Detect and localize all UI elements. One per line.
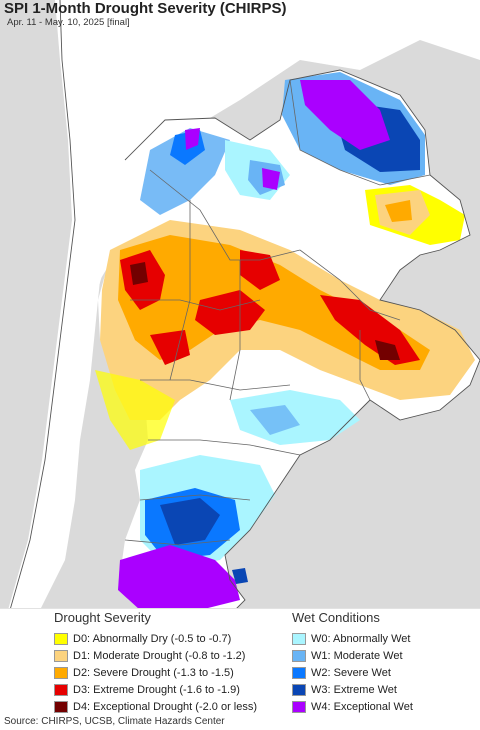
coastline [9,0,480,610]
wet-south-w3 [160,498,220,545]
legend-item-w3: W3: Extreme Wet [292,681,413,698]
legend-item-w0: W0: Abnormally Wet [292,630,413,647]
swatch-d1 [54,649,68,662]
legend-label-d0: D0: Abnormally Dry (-0.5 to -0.7) [73,632,232,645]
borders [124,79,431,546]
legend-label-w1: W1: Moderate Wet [311,649,403,662]
wet-central-w0 [230,390,360,445]
source-credit: Source: CHIRPS, UCSB, Climate Hazards Ce… [4,716,225,727]
legend-label-w3: W3: Extreme Wet [311,683,397,696]
pacific-ocean [0,0,72,610]
legend-item-w2: W2: Severe Wet [292,664,413,681]
drought-central-d2 [118,235,430,370]
wet-central-w1 [250,405,300,435]
wet-north-w4 [262,168,280,190]
legend-item-w1: W1: Moderate Wet [292,647,413,664]
swatch-d3 [54,683,68,696]
swatch-d0 [54,632,68,645]
drought-central-d4b [375,340,400,360]
legend-item-d3: D3: Extreme Drought (-1.6 to -1.9) [54,681,257,698]
wet-peninsula-w3 [232,568,248,584]
drought-central-d3-mid [195,290,265,335]
swatch-w2 [292,666,306,679]
swatch-d2 [54,666,68,679]
legend-item-d4: D4: Exceptional Drought (-2.0 or less) [54,698,257,715]
legend-drought: Drought Severity D0: Abnormally Dry (-0.… [54,609,257,715]
map-title: SPI 1-Month Drought Severity (CHIRPS) [4,0,287,17]
legend-item-d1: D1: Moderate Drought (-0.8 to -1.2) [54,647,257,664]
swatch-w4 [292,700,306,713]
legend-item-d2: D2: Severe Drought (-1.3 to -1.5) [54,664,257,681]
legend-label-w2: W2: Severe Wet [311,666,391,679]
wet-south-w4 [118,545,240,610]
atlantic-ocean [235,420,480,610]
legend-wet: Wet Conditions W0: Abnormally Wet W1: Mo… [292,609,413,715]
wet-nw-w4 [185,128,200,150]
legend-drought-heading: Drought Severity [54,610,151,625]
legend-wet-heading: Wet Conditions [292,610,380,625]
map-subtitle: Apr. 11 - May. 10, 2025 [final] [7,17,130,28]
wet-ne-w4 [300,80,390,150]
wet-nw-w1 [140,128,230,215]
dry-ne-d2 [385,200,412,222]
drought-central-d0 [95,370,175,450]
legend-label-d3: D3: Extreme Drought (-1.6 to -1.9) [73,683,240,696]
drought-map [0,0,480,610]
legend-label-w4: W4: Exceptional Wet [311,700,413,713]
swatch-w0 [292,632,306,645]
swatch-w3 [292,683,306,696]
legend-label-w0: W0: Abnormally Wet [311,632,411,645]
chile-strip [10,0,140,610]
legend-label-d2: D2: Severe Drought (-1.3 to -1.5) [73,666,234,679]
drought-central-d4 [130,262,148,285]
legend-item-d0: D0: Abnormally Dry (-0.5 to -0.7) [54,630,257,647]
legend-item-w4: W4: Exceptional Wet [292,698,413,715]
swatch-w1 [292,649,306,662]
legend: Drought Severity D0: Abnormally Dry (-0.… [0,608,480,713]
legend-label-d4: D4: Exceptional Drought (-2.0 or less) [73,700,258,713]
legend-label-d1: D1: Moderate Drought (-0.8 to -1.2) [73,649,246,662]
swatch-d4 [54,700,68,713]
